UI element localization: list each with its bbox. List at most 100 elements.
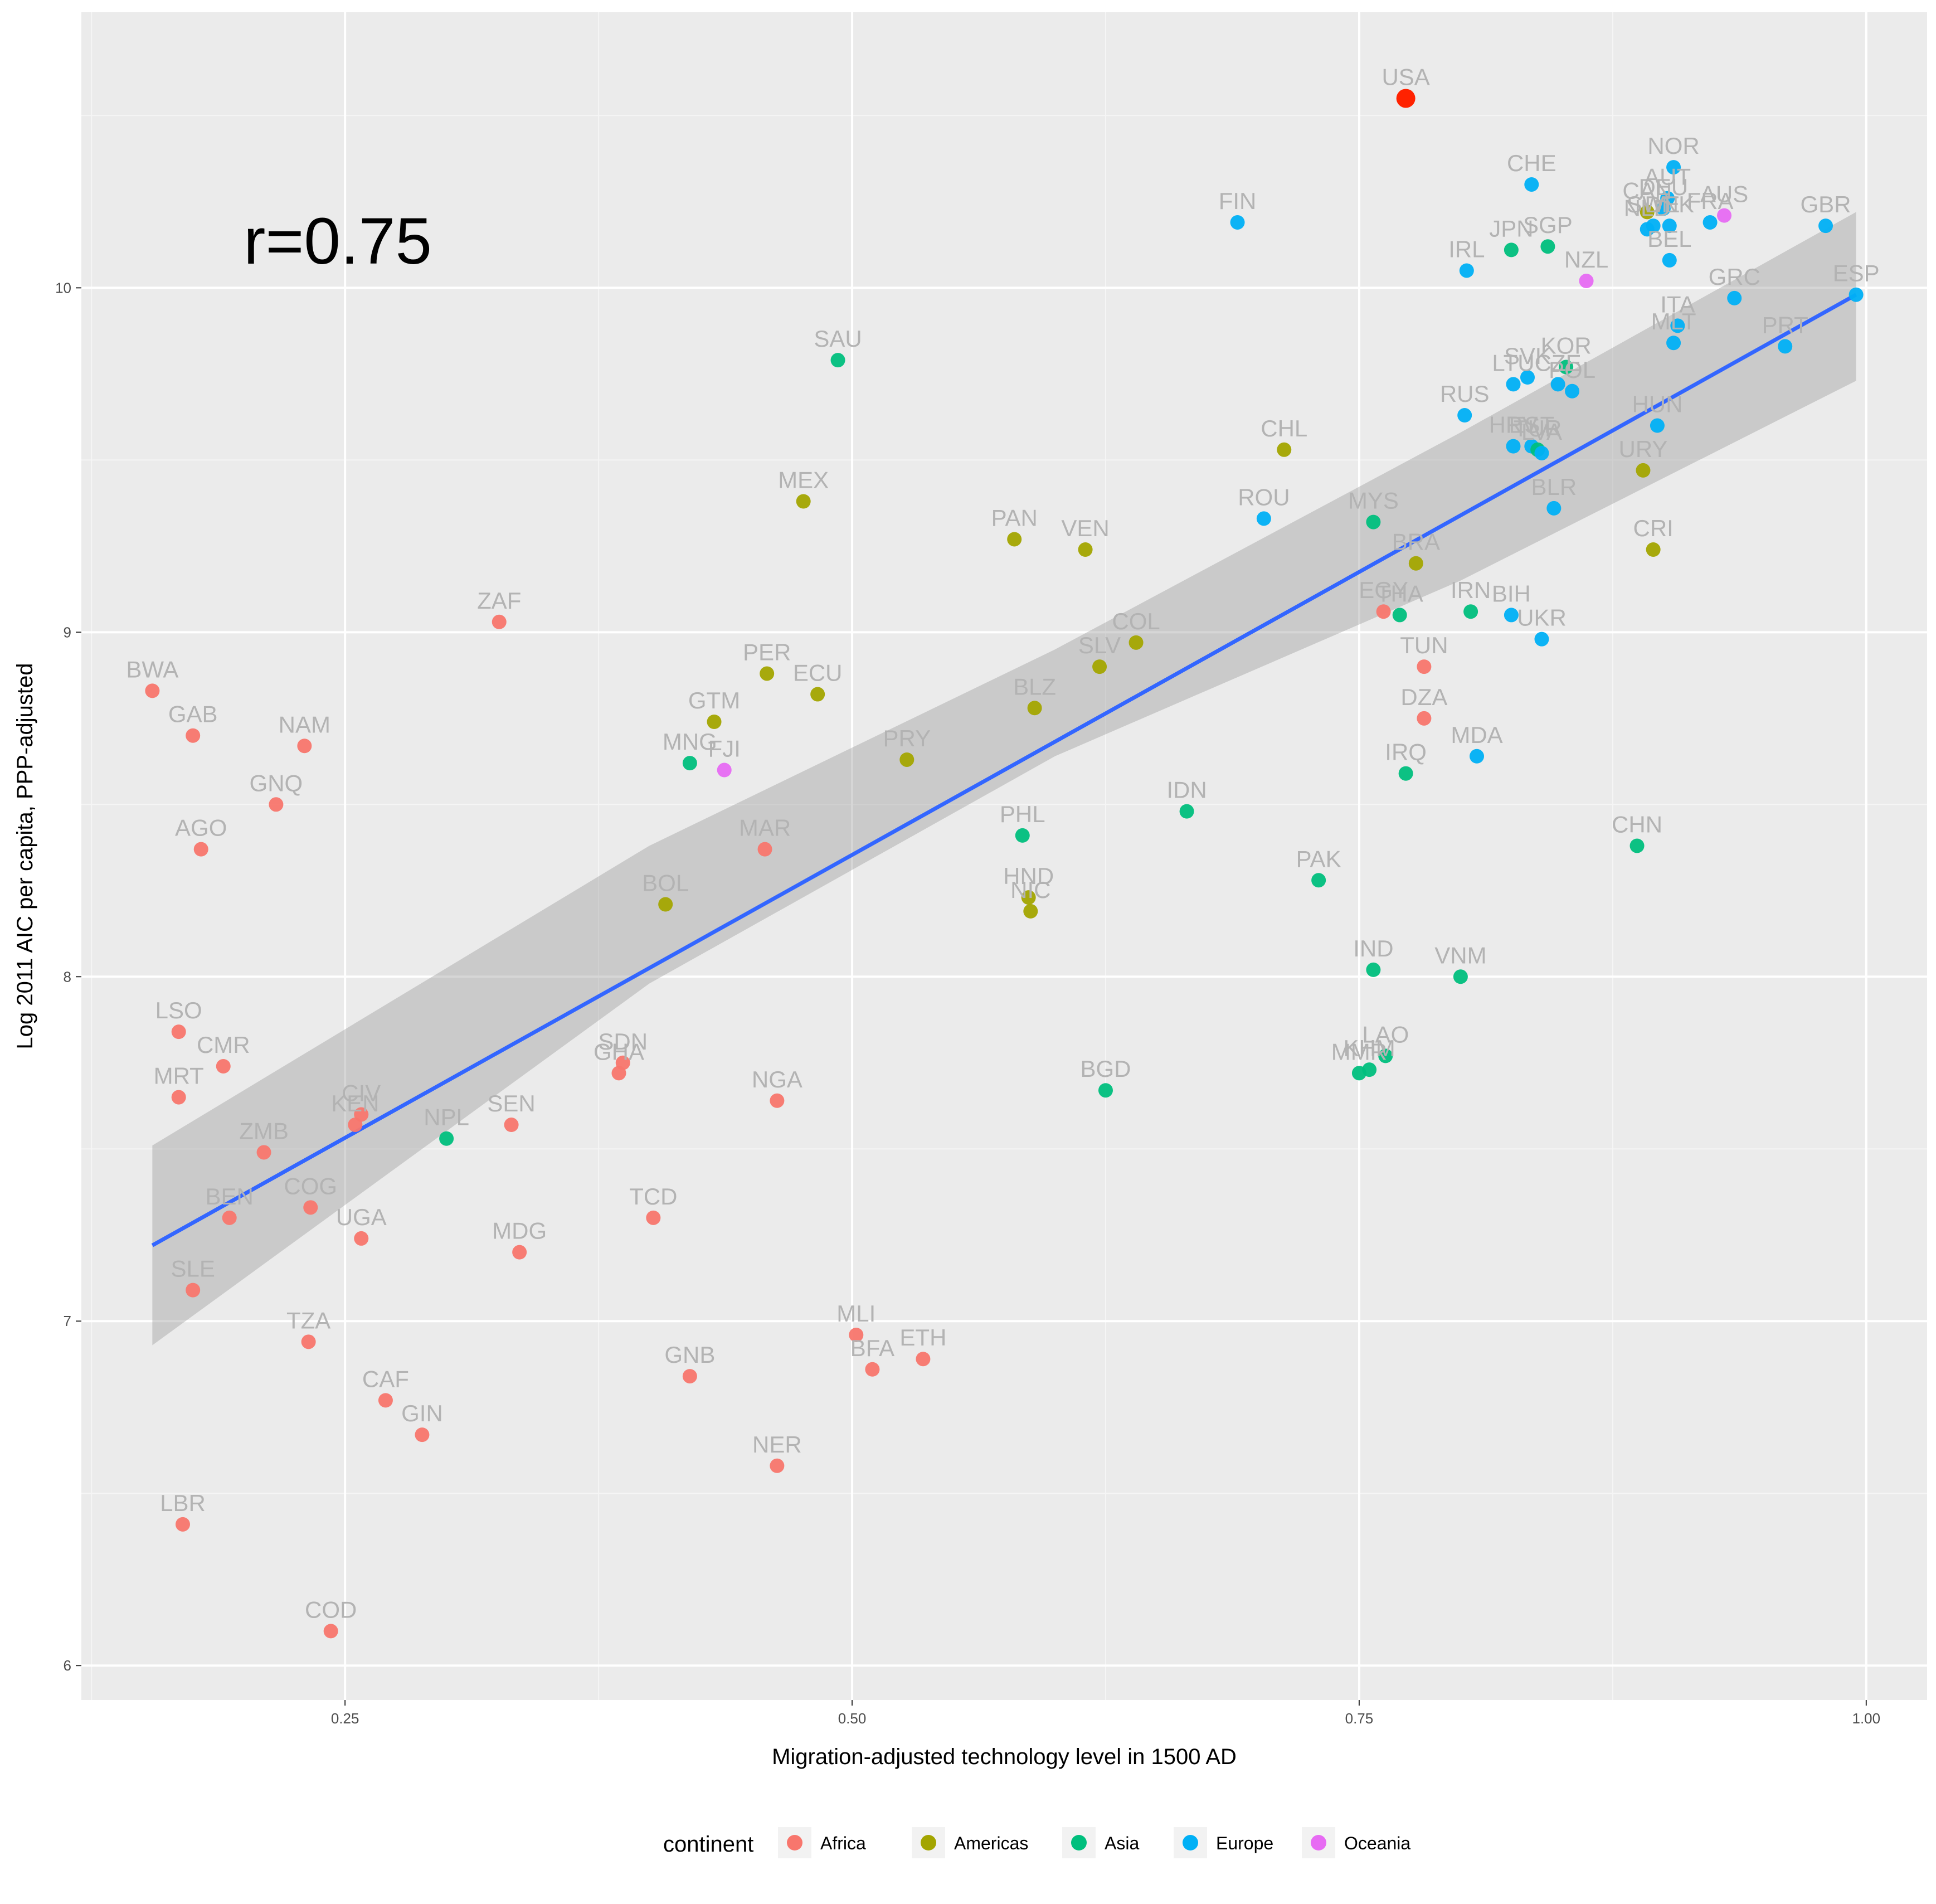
data-point-lao [1378, 1048, 1393, 1063]
point-label-jpn: JPN [1489, 215, 1533, 241]
point-label-irl: IRL [1448, 236, 1485, 262]
point-label-bol: BOL [642, 870, 689, 896]
point-label-npl: NPL [424, 1104, 469, 1130]
point-label-cod: COD [305, 1596, 357, 1623]
data-point-nor [1666, 160, 1681, 175]
y-tick-label: 9 [64, 624, 71, 640]
data-point-bih [1504, 608, 1519, 623]
data-point-pry [899, 752, 915, 767]
data-point-egy [1376, 604, 1391, 619]
point-label-ner: NER [752, 1431, 802, 1458]
confidence-band [152, 212, 1856, 1346]
point-label-mar: MAR [739, 815, 791, 841]
data-point-hnd [1021, 890, 1036, 905]
point-label-dza: DZA [1400, 684, 1447, 710]
data-point-bol [658, 897, 673, 912]
point-label-tza: TZA [286, 1307, 330, 1333]
point-label-ury: URY [1619, 436, 1668, 462]
point-label-rus: RUS [1440, 381, 1490, 407]
data-point-ukr [1534, 632, 1549, 647]
legend-key-europe [1183, 1835, 1198, 1850]
data-point-hun [1650, 418, 1665, 433]
point-label-sle: SLE [171, 1256, 215, 1282]
plot-panel [81, 12, 1927, 1700]
point-label-bra: BRA [1392, 529, 1440, 555]
point-label-fin: FIN [1219, 188, 1257, 214]
point-label-bgd: BGD [1080, 1056, 1131, 1082]
point-label-cri: CRI [1633, 515, 1673, 541]
y-tick-label: 7 [64, 1313, 71, 1329]
data-point-mar [757, 842, 772, 857]
legend-key-asia [1071, 1835, 1087, 1850]
legend-key-oceania [1311, 1835, 1326, 1850]
legend-label-asia: Asia [1105, 1833, 1139, 1853]
data-point-pol [1565, 383, 1580, 399]
point-label-grc: GRC [1709, 264, 1760, 290]
data-point-sau [830, 353, 845, 368]
data-point-ita [1670, 318, 1685, 333]
data-point-cog [303, 1200, 318, 1215]
point-label-pak: PAK [1296, 846, 1341, 872]
data-point-ner [770, 1458, 785, 1473]
point-label-fra: FRA [1687, 188, 1734, 214]
point-label-khm: KHM [1343, 1035, 1395, 1061]
legend-label-europe: Europe [1216, 1833, 1273, 1853]
data-point-sle [186, 1283, 201, 1298]
point-label-mys: MYS [1348, 488, 1399, 514]
data-point-mdg [512, 1245, 527, 1260]
data-point-ltu [1506, 377, 1521, 392]
data-point-sgp [1540, 239, 1555, 254]
data-point-ben [222, 1210, 237, 1225]
point-label-deu: DEU [1639, 174, 1689, 200]
legend-label-africa: Africa [820, 1833, 866, 1853]
data-point-cmr [216, 1058, 231, 1074]
point-label-pol: POL [1549, 357, 1596, 383]
regression-line [151, 293, 1857, 1247]
data-point-mys [1366, 514, 1381, 530]
data-point-kor [1559, 360, 1574, 375]
point-label-prt: PRT [1762, 312, 1808, 338]
data-point-nga [770, 1093, 785, 1108]
data-point-ury [1636, 463, 1651, 478]
data-point-per [760, 666, 775, 681]
point-label-tur: TUR [1514, 415, 1562, 441]
point-label-cog: COG [284, 1173, 337, 1199]
point-label-gha: GHA [594, 1038, 644, 1065]
data-point-lbr [175, 1517, 190, 1532]
point-label-bel: BEL [1647, 226, 1691, 252]
point-label-sgp: SGP [1523, 212, 1573, 238]
data-point-chl [1277, 442, 1292, 457]
point-label-mex: MEX [778, 467, 829, 493]
data-point-eth [916, 1352, 931, 1367]
point-label-pan: PAN [991, 504, 1038, 531]
x-tick-label: 0.75 [1345, 1710, 1374, 1727]
point-label-irq: IRQ [1385, 739, 1427, 765]
point-label-esp: ESP [1833, 260, 1880, 286]
data-point-usa [1396, 89, 1415, 108]
data-point-tcd [646, 1210, 661, 1225]
data-point-phl [1015, 828, 1030, 843]
data-point-blz [1027, 701, 1042, 716]
data-point-grc [1727, 290, 1742, 305]
legend: continent Africa Americas Asia Europe Oceani… [663, 1827, 1410, 1858]
point-label-rou: ROU [1238, 484, 1290, 510]
point-label-fji: FJI [708, 736, 741, 762]
point-label-ind: IND [1353, 935, 1393, 961]
x-axis-title: Migration-adjusted technology level in 1… [772, 1745, 1237, 1769]
data-point-pak [1311, 873, 1326, 888]
point-label-blr: BLR [1531, 474, 1577, 500]
point-label-pry: PRY [883, 725, 931, 751]
data-point-bfa [865, 1362, 880, 1377]
x-tick-label: 1.00 [1852, 1710, 1881, 1727]
point-label-bfa: BFA [850, 1335, 894, 1361]
point-label-dnk: DNK [1645, 191, 1694, 217]
data-point-nld [1640, 222, 1655, 237]
data-point-gha [611, 1066, 626, 1081]
point-label-nga: NGA [752, 1066, 802, 1092]
point-label-cze: CZE [1535, 349, 1582, 376]
y-tick-label: 6 [64, 1657, 71, 1674]
point-label-vnm: VNM [1434, 942, 1486, 968]
point-label-can: CAN [1622, 177, 1672, 203]
data-point-can [1640, 205, 1655, 220]
data-point-jpn [1504, 242, 1519, 258]
